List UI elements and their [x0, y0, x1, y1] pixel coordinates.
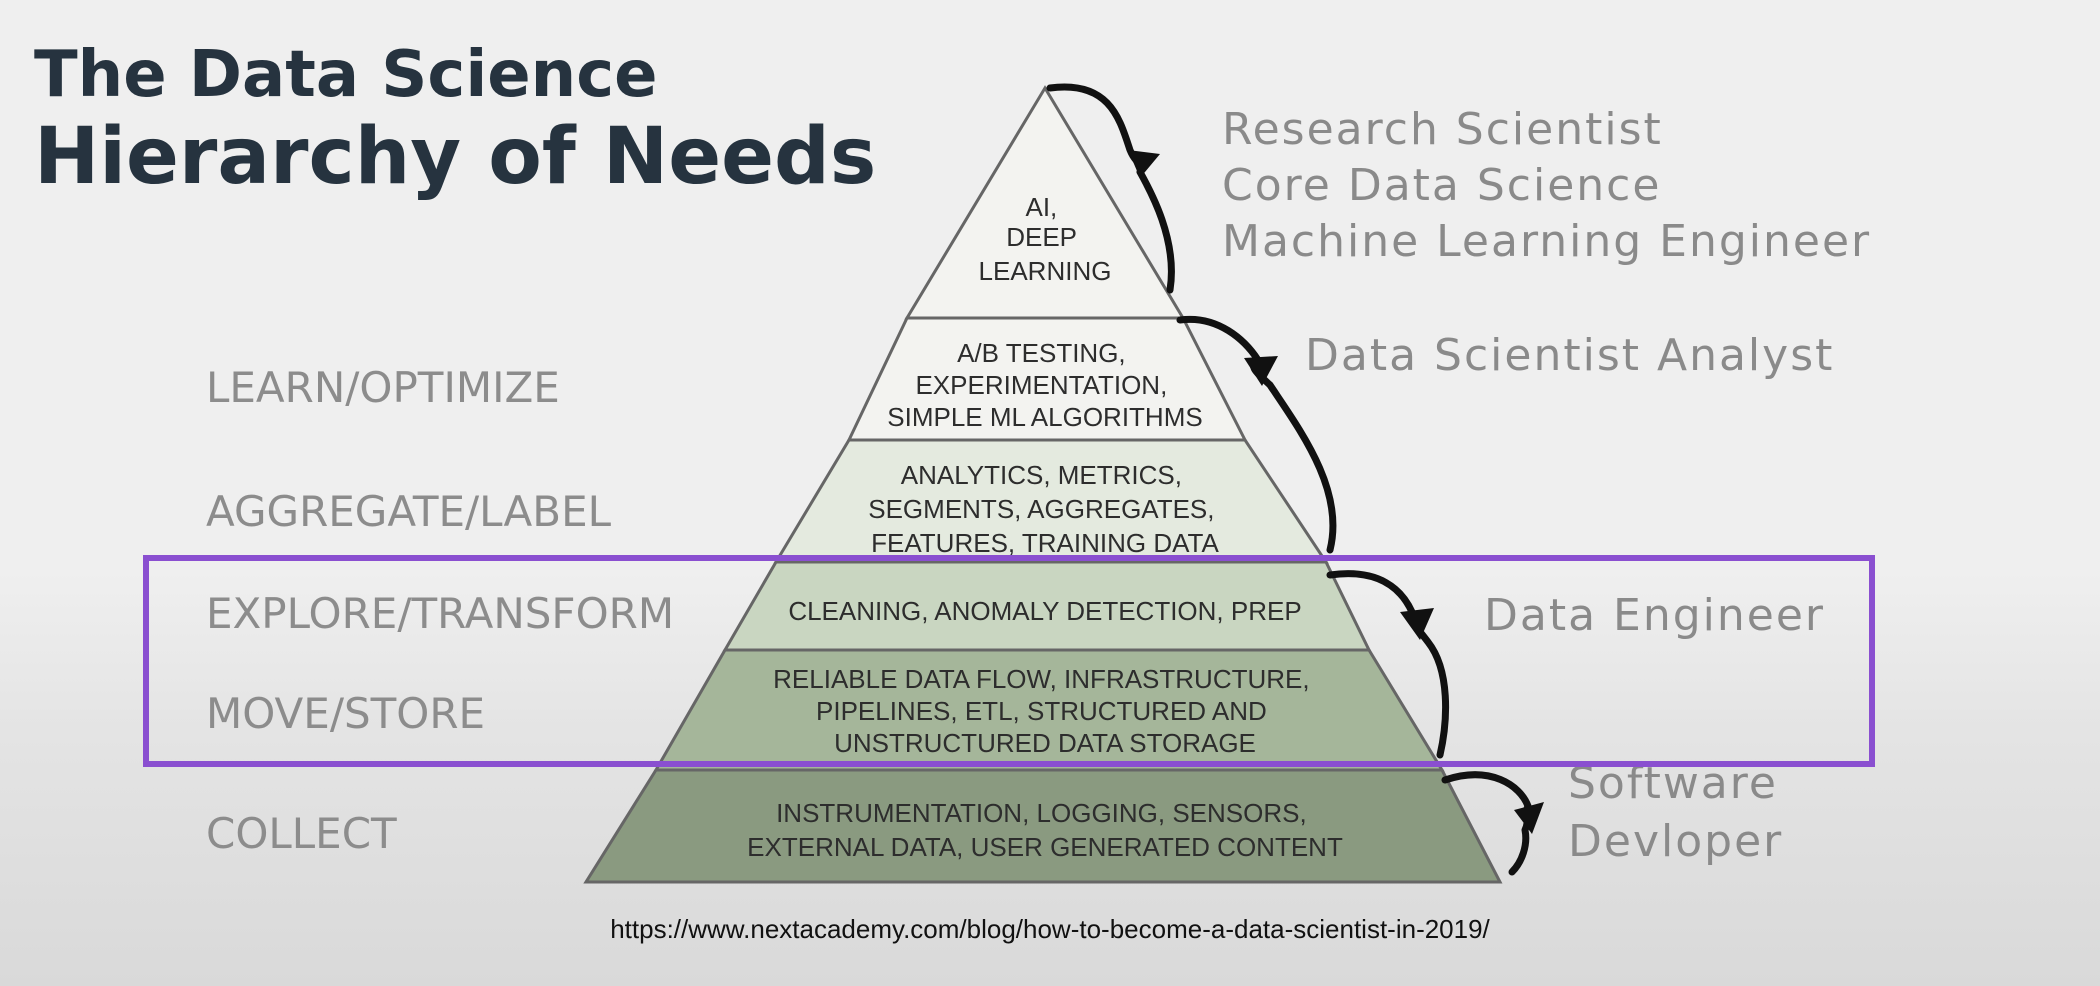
layer-text-ab-testing: A/B TESTING, EXPERIMENTATION, SIMPLE ML …	[887, 338, 1202, 432]
pyramid-layer-collect	[583, 768, 1503, 884]
pyramid	[583, 85, 1503, 884]
brace-engineer-tip-icon	[1400, 608, 1434, 640]
layer-text-ai: AI, DEEP LEARNING	[979, 192, 1112, 286]
title-line-2: Hierarchy of Needs	[34, 112, 877, 202]
layer-text-data-flow: RELIABLE DATA FLOW, INFRASTRUCTURE, PIPE…	[773, 664, 1317, 758]
slide-title: The Data Science Hierarchy of Needs	[34, 38, 876, 202]
brace-analyst-tip-icon	[1244, 356, 1278, 386]
source-url[interactable]: https://www.nextacademy.com/blog/how-to-…	[610, 914, 1490, 944]
layer-text-analytics: ANALYTICS, METRICS, SEGMENTS, AGGREGATES…	[868, 460, 1222, 558]
stage-label-collect: COLLECT	[206, 809, 397, 858]
layer-text-cleaning: CLEANING, ANOMALY DETECTION, PREP	[788, 596, 1301, 626]
stage-label-learn-optimize: LEARN/OPTIMIZE	[206, 363, 560, 412]
stage-label-explore-transform: EXPLORE/TRANSFORM	[206, 589, 674, 638]
layer-text-collect: INSTRUMENTATION, LOGGING, SENSORS, EXTER…	[747, 798, 1343, 862]
role-label-engineer: Data Engineer	[1484, 590, 1825, 641]
role-label-research: Research Scientist Core Data Science Mac…	[1222, 104, 1871, 267]
highlight-box	[143, 555, 1875, 767]
stage-label-move-store: MOVE/STORE	[206, 689, 485, 738]
title-line-1: The Data Science	[34, 38, 658, 112]
brace-developer-tip-icon	[1514, 802, 1544, 834]
brace-research-tip-icon	[1128, 150, 1160, 178]
role-label-analyst: Data Scientist Analyst	[1305, 330, 1834, 381]
role-label-developer: Software Devloper	[1568, 758, 1794, 867]
stage-label-aggregate-label: AGGREGATE/LABEL	[206, 487, 612, 536]
